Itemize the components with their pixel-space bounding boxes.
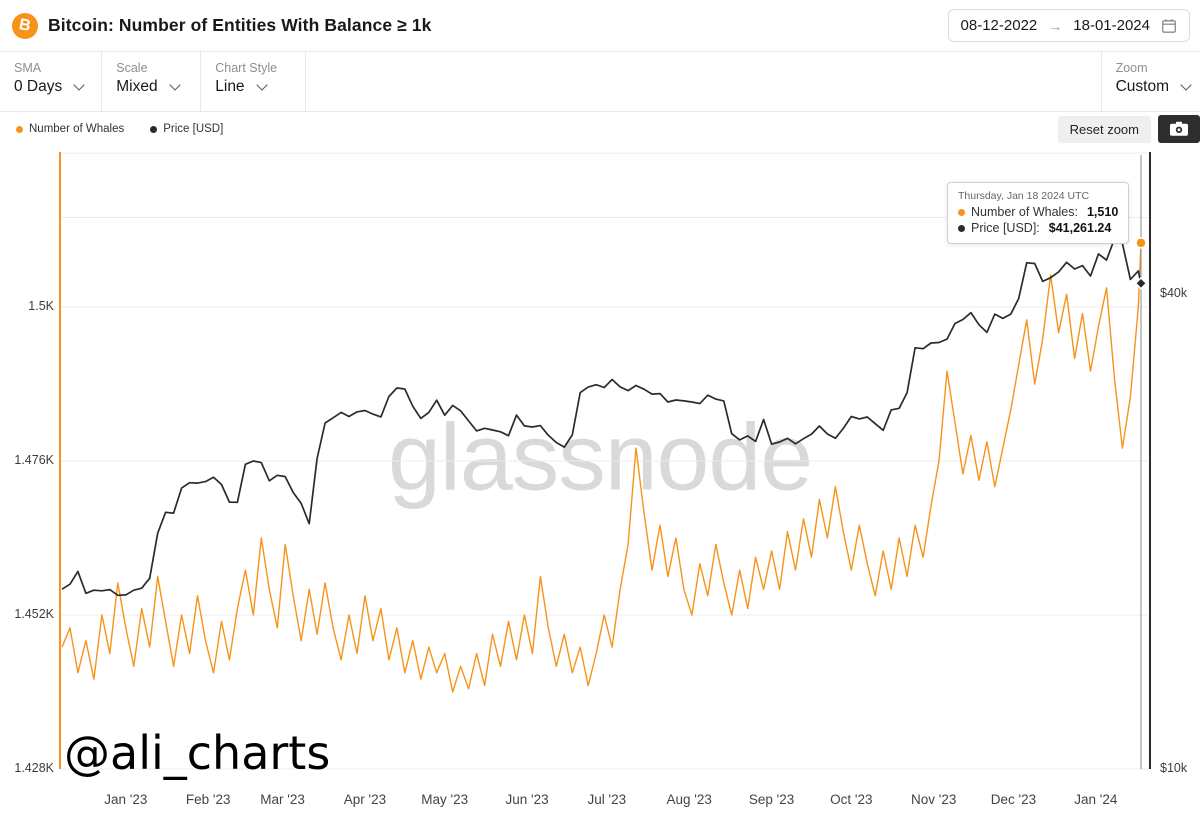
sma-dropdown[interactable]: 0 Days: [14, 78, 85, 96]
author-annotation: @ali_charts: [64, 726, 331, 780]
chart-style-control: Chart Style Line: [201, 52, 307, 111]
sma-value: 0 Days: [14, 78, 63, 95]
price-series-dot: [150, 125, 158, 133]
x-axis-label: Jul '23: [587, 792, 627, 807]
toolbar-spacer: [306, 52, 1100, 111]
tooltip-price-value: $41,261.24: [1048, 221, 1112, 235]
tooltip-whales-value: 1,510: [1086, 205, 1119, 219]
tooltip-row-price: Price [USD]: $41,261.24: [958, 221, 1118, 235]
y-axis-right-label: $40k: [1160, 285, 1188, 300]
chart-style-label: Chart Style: [215, 61, 278, 75]
x-axis-label: Feb '23: [185, 792, 231, 807]
header: B Bitcoin: Number of Entities With Balan…: [0, 0, 1200, 52]
price-series-dot: [958, 224, 965, 232]
scale-value: Mixed: [116, 78, 158, 95]
calendar-icon[interactable]: [1161, 18, 1177, 34]
x-axis-label: Jun '23: [505, 792, 549, 807]
scale-dropdown[interactable]: Mixed: [116, 78, 182, 96]
page-title: Bitcoin: Number of Entities With Balance…: [48, 15, 432, 35]
date-arrow-icon: →: [1048, 17, 1063, 34]
y-axis-right-label: $10k: [1160, 761, 1188, 775]
sma-label: SMA: [14, 61, 42, 75]
x-axis-label: Oct '23: [830, 792, 873, 807]
chart-style-dropdown[interactable]: Line: [215, 78, 287, 96]
tooltip-price-label: Price [USD]:: [971, 221, 1040, 235]
x-axis-label: Mar '23: [260, 792, 305, 807]
scale-control: Scale Mixed: [102, 52, 202, 111]
chart-tooltip: Thursday, Jan 18 2024 UTC Number of Whal…: [947, 182, 1130, 244]
zoom-label: Zoom: [1115, 61, 1148, 75]
camera-button[interactable]: [1158, 115, 1200, 143]
chevron-down-icon: [168, 79, 181, 91]
zoom-control: Zoom Custom: [1100, 52, 1200, 111]
bitcoin-icon: B: [12, 12, 38, 39]
date-from[interactable]: 08-12-2022: [960, 17, 1038, 34]
x-axis-label: Apr '23: [343, 792, 387, 807]
reset-zoom-button[interactable]: Reset zoom: [1057, 115, 1151, 143]
legend-item-price[interactable]: Price [USD]: [150, 123, 223, 135]
sma-control: SMA 0 Days: [0, 52, 103, 111]
title-wrap: B Bitcoin: Number of Entities With Balan…: [12, 12, 432, 39]
legend-label-whales: Number of Whales: [29, 123, 125, 135]
x-axis-label: Jan '24: [1074, 792, 1118, 807]
x-axis-label: Nov '23: [911, 792, 957, 807]
x-axis-label: May '23: [421, 792, 469, 807]
tooltip-date: Thursday, Jan 18 2024 UTC: [958, 190, 1090, 202]
chart-style-value: Line: [215, 78, 245, 95]
x-axis-label: Sep '23: [748, 792, 795, 807]
legend-buttons: Reset zoom: [1057, 115, 1200, 143]
y-axis-left-label: 1.452K: [14, 607, 54, 622]
chart-canvas[interactable]: [0, 146, 1200, 820]
x-axis-label: Dec '23: [990, 792, 1037, 807]
legend-item-whales[interactable]: Number of Whales: [16, 123, 124, 135]
camera-icon: [1170, 121, 1188, 136]
legend-label-price: Price [USD]: [163, 123, 224, 135]
y-axis-left-label: 1.428K: [14, 761, 54, 775]
legend-row: Number of Whales Price [USD] Reset zoom: [0, 112, 1200, 146]
x-axis-label: Jan '23: [104, 792, 148, 807]
chevron-down-icon: [255, 79, 268, 91]
whales-series-dot: [16, 125, 23, 133]
y-axis-left-label: 1.476K: [14, 453, 54, 468]
bitcoin-glyph: B: [17, 15, 33, 35]
zoom-value: Custom: [1115, 78, 1169, 95]
chart-area: glassnode @ali_charts Thursday, Jan 18 2…: [0, 146, 1200, 820]
date-to[interactable]: 18-01-2024: [1073, 17, 1150, 34]
chevron-down-icon: [1180, 79, 1192, 91]
glassnode-watermark: glassnode: [387, 404, 813, 511]
whales-series-dot: [958, 208, 965, 216]
chevron-down-icon: [73, 79, 85, 91]
zoom-dropdown[interactable]: Custom: [1115, 78, 1192, 96]
y-axis-left-label: 1.5K: [28, 299, 54, 314]
toolbar: SMA 0 Days Scale Mixed Chart Style Line …: [0, 52, 1200, 112]
tooltip-row-whales: Number of Whales: 1,510: [958, 205, 1118, 219]
date-range-picker[interactable]: 08-12-2022 → 18-01-2024: [947, 9, 1190, 42]
x-axis-label: Aug '23: [666, 792, 712, 807]
scale-label: Scale: [116, 61, 148, 75]
tooltip-whales-label: Number of Whales:: [971, 205, 1078, 219]
